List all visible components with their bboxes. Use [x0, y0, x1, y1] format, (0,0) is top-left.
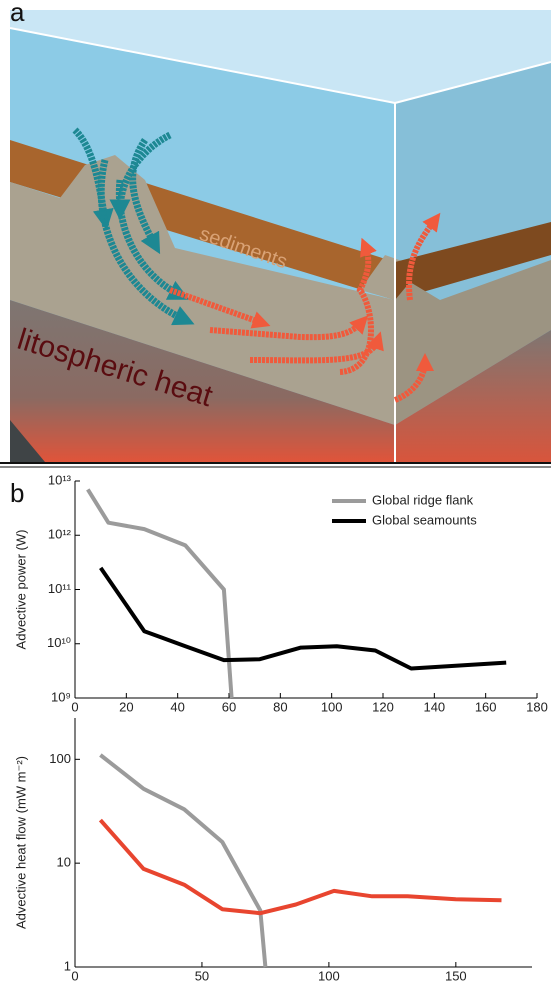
x-tick-label: 40 [170, 699, 184, 714]
y-tick-label: 10¹⁰ [47, 635, 71, 650]
panel-label: a [10, 0, 25, 27]
y-tick-label: 10 [57, 855, 71, 870]
diagram: sediments litospheric heat a [9, 0, 551, 462]
series-line [86, 488, 234, 699]
x-tick-label: 60 [222, 699, 236, 714]
mantle-edge [10, 420, 45, 462]
edge [394, 61, 551, 104]
x-tick-label: 140 [423, 699, 445, 714]
discharge-arrows [168, 212, 441, 403]
series-line [99, 566, 507, 671]
x-tick-label: 0 [71, 699, 78, 714]
y-tick-label: 10¹² [48, 527, 72, 542]
y-axis-label: Advective power (W) [13, 530, 28, 650]
x-tick-label: 50 [195, 968, 209, 983]
recharge-arrows [72, 127, 195, 326]
y-tick-label: 10⁹ [51, 689, 71, 704]
series-line [98, 818, 502, 916]
series-line [99, 753, 268, 968]
y-tick-label: 1 [64, 958, 71, 973]
legend-label: Global ridge flank [372, 492, 474, 507]
x-tick-label: 20 [119, 699, 133, 714]
x-tick-label: 0 [71, 968, 78, 983]
y-axis-label: Advective heat flow (mW m⁻²) [13, 756, 28, 929]
x-tick-label: 80 [273, 699, 287, 714]
y-tick-label: 10¹³ [48, 472, 72, 487]
ocean-top [10, 10, 551, 103]
crust-side [395, 260, 551, 425]
edge [9, 27, 396, 104]
y-tick-label: 10¹¹ [48, 581, 72, 596]
x-tick-label: 160 [475, 699, 497, 714]
x-tick-label: 100 [318, 968, 340, 983]
sediment-side [395, 222, 551, 300]
seamount [360, 255, 405, 300]
x-tick-label: 100 [321, 699, 343, 714]
x-tick-label: 120 [372, 699, 394, 714]
y-tick-label: 100 [49, 751, 71, 766]
panel-label: b [10, 478, 24, 508]
lithosphere-side [395, 330, 551, 462]
lithosphere [10, 300, 395, 462]
legend-label: Global seamounts [372, 512, 477, 527]
x-tick-label: 180 [526, 699, 548, 714]
x-tick-label: 150 [445, 968, 467, 983]
